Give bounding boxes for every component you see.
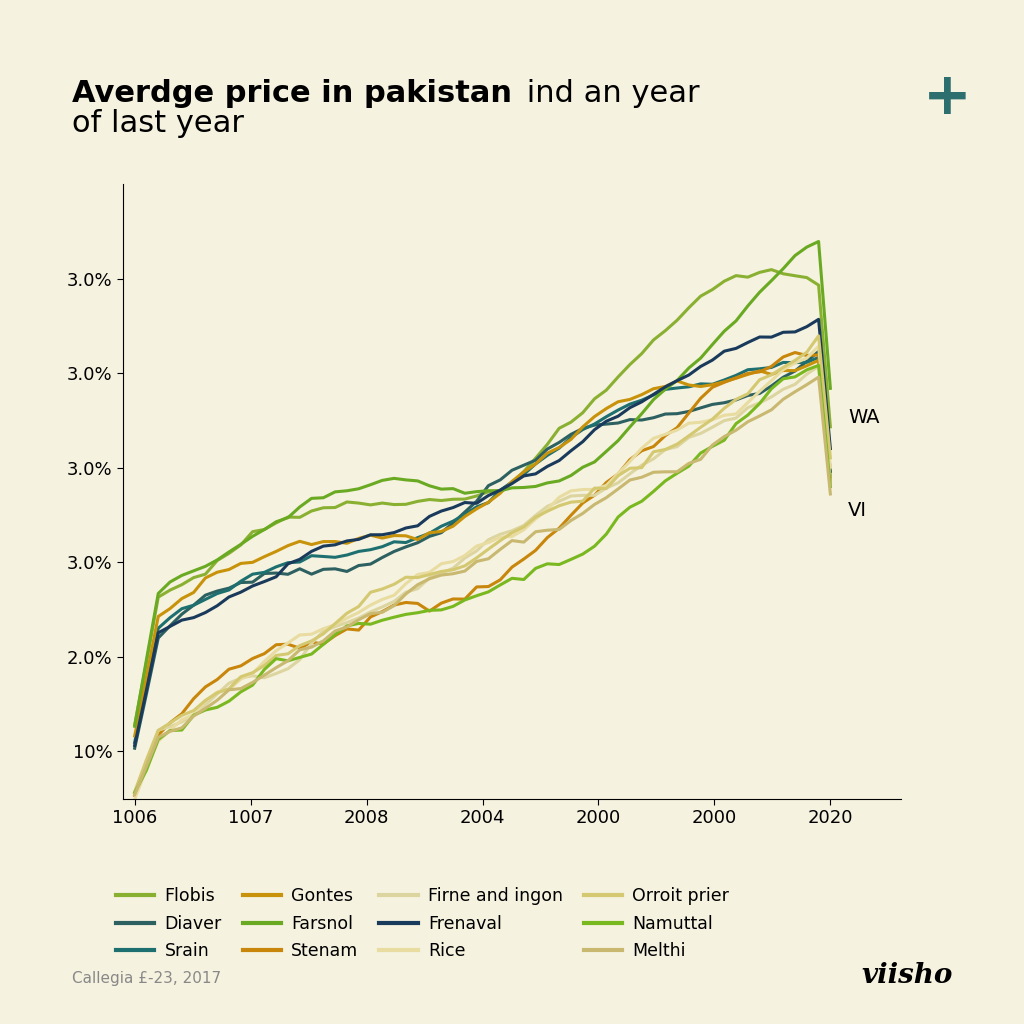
- Text: Callegia £-23, 2017: Callegia £-23, 2017: [72, 971, 221, 986]
- Text: WA: WA: [848, 408, 880, 427]
- Text: of last year: of last year: [72, 110, 244, 138]
- Text: Averdge price in pakistan: Averdge price in pakistan: [72, 79, 512, 108]
- Text: +: +: [923, 69, 972, 126]
- Text: VI: VI: [848, 501, 867, 520]
- Legend: Flobis, Diaver, Srain, Gontes, Farsnol, Stenam, Firne and ingon, Frenaval, Rice,: Flobis, Diaver, Srain, Gontes, Farsnol, …: [116, 887, 729, 961]
- Text: ind an year: ind an year: [517, 79, 699, 108]
- Text: viisho: viisho: [861, 962, 952, 989]
